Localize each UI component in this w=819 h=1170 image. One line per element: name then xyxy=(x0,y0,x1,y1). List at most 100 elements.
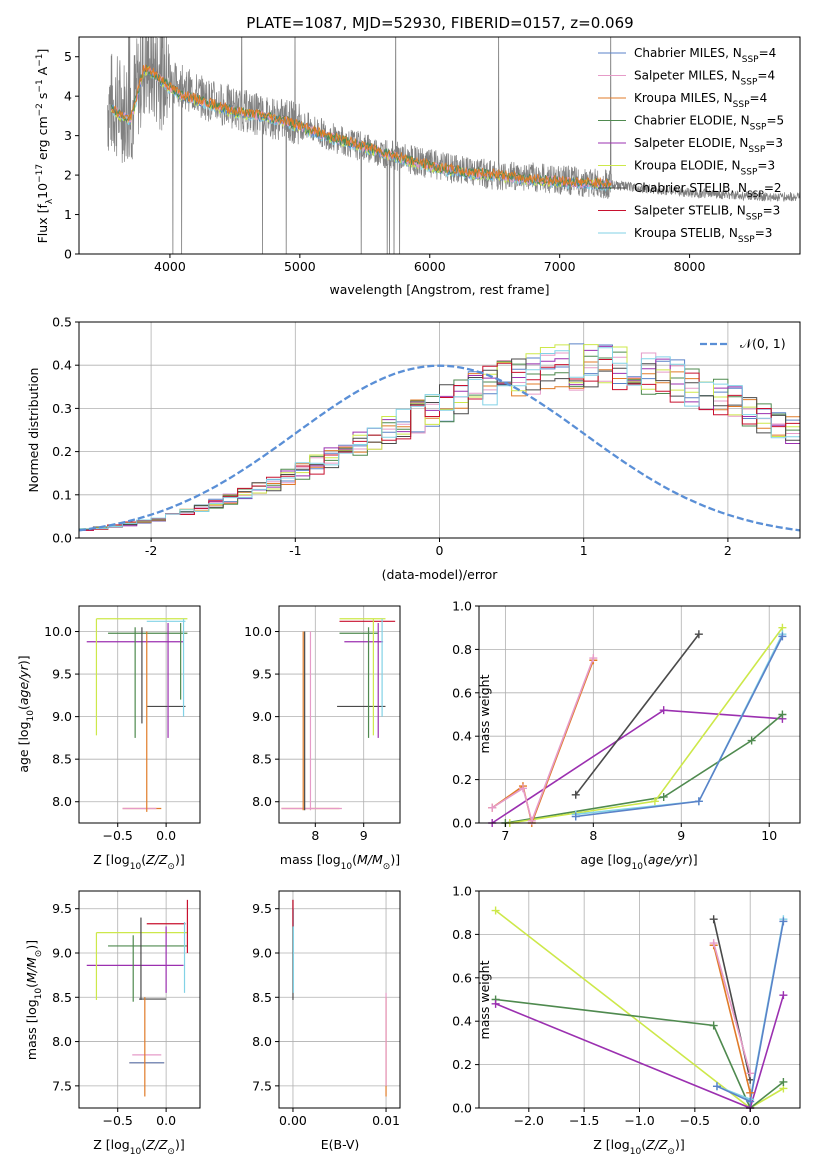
y-axis-label: Normed distribution xyxy=(26,368,41,493)
x-tick-label: 10 xyxy=(761,828,777,843)
massweight_vs_Z-axes xyxy=(479,890,800,1109)
y-tick-label: 0.4 xyxy=(52,358,72,373)
gaussian-curve xyxy=(79,364,800,532)
y-axis-label: mass weight xyxy=(477,960,492,1039)
marker xyxy=(779,1077,788,1086)
y-tick-label: 10.0 xyxy=(44,624,72,639)
x-axis-label: Z [log10(Z/Z⊙)] xyxy=(93,852,184,872)
mass_vs_Z-plot xyxy=(86,899,189,1097)
marker xyxy=(779,991,788,1000)
x-tick-label: 2 xyxy=(724,543,732,558)
marker xyxy=(518,784,527,793)
x-tick-label: 6000 xyxy=(414,259,446,274)
marker xyxy=(709,915,718,924)
x-axis-label: (data-model)/error xyxy=(382,567,499,582)
marker xyxy=(747,736,756,745)
x-tick-label: 0.0 xyxy=(156,828,176,843)
mass_vs_Z-frame xyxy=(78,890,201,1109)
mass_vs_ebv-axes xyxy=(279,891,400,1108)
marker xyxy=(659,792,668,801)
marker xyxy=(712,1082,721,1091)
x-axis-label: mass [log10(M/M⊙)] xyxy=(280,852,400,872)
legend-item: Kroupa ELODIE, NSSP=3 xyxy=(634,159,775,178)
x-tick-label: 8 xyxy=(589,828,597,843)
x-axis-label: wavelength [Angstrom, rest frame] xyxy=(329,282,549,297)
marker xyxy=(746,1097,755,1106)
x-tick-label: 1 xyxy=(580,543,588,558)
x-tick-label: -2 xyxy=(145,543,157,558)
marker xyxy=(779,917,788,926)
y-tick-label: 8.5 xyxy=(252,752,272,767)
marker xyxy=(488,803,497,812)
y-tick-label: 8.0 xyxy=(52,794,72,809)
marker xyxy=(659,706,668,715)
y-tick-label: 0.2 xyxy=(452,1057,472,1072)
y-tick-label: 0 xyxy=(64,247,72,262)
y-tick-label: 8.5 xyxy=(252,990,272,1005)
legend-item: Kroupa MILES, NSSP=4 xyxy=(634,91,767,110)
y-tick-label: 0.0 xyxy=(452,1101,472,1116)
x-tick-label: −1.0 xyxy=(624,1113,654,1128)
y-tick-label: 8.0 xyxy=(252,1034,272,1049)
marker xyxy=(746,1088,755,1097)
y-tick-label: 1.0 xyxy=(452,599,472,614)
x-tick-label: 9 xyxy=(360,828,368,843)
marker xyxy=(491,999,500,1008)
massweight_vs_age-plot xyxy=(488,623,787,827)
y-tick-label: 2 xyxy=(64,168,72,183)
legend-item: Salpeter ELODIE, NSSP=3 xyxy=(634,136,783,155)
y-tick-label: 10.0 xyxy=(244,624,272,639)
y-tick-label: 9.5 xyxy=(252,901,272,916)
x-axis-label: E(B-V) xyxy=(321,1137,360,1152)
x-tick-label: −0.5 xyxy=(103,828,133,843)
legend-item: Chabrier STELIB, NSSP=2 xyxy=(634,181,782,200)
marker xyxy=(491,906,500,915)
marker xyxy=(746,1069,755,1078)
figure-title: PLATE=1087, MJD=52930, FIBERID=0157, z=0… xyxy=(246,14,633,32)
massweight_vs_age-frame xyxy=(478,605,801,824)
marker xyxy=(778,710,787,719)
x-tick-label: −0.5 xyxy=(680,1113,710,1128)
mass_vs_ebv-plot xyxy=(292,899,387,1097)
x-tick-label: 5000 xyxy=(284,259,316,274)
marker xyxy=(694,797,703,806)
y-axis-label: mass weight xyxy=(477,674,492,753)
age_vs_mass-plot xyxy=(281,618,396,811)
y-tick-label: 0.0 xyxy=(452,816,472,831)
marker xyxy=(571,790,580,799)
x-tick-label: 8000 xyxy=(674,259,706,274)
y-tick-label: 0.2 xyxy=(52,444,72,459)
histogram-plot xyxy=(79,343,800,532)
x-tick-label: 7000 xyxy=(544,259,576,274)
age_vs_Z-frame xyxy=(78,605,201,824)
y-tick-label: 9.5 xyxy=(52,901,72,916)
massweight_vs_age-axes xyxy=(479,605,800,824)
x-tick-label: 0.01 xyxy=(372,1113,400,1128)
marker xyxy=(778,632,787,641)
x-tick-label: −2.0 xyxy=(514,1113,544,1128)
y-tick-label: 5 xyxy=(64,49,72,64)
histogram-kroupa_stelib xyxy=(79,347,800,530)
series-chabrier_elodie xyxy=(505,713,783,824)
y-tick-label: 0.4 xyxy=(452,1014,472,1029)
series-chabrier_miles xyxy=(575,636,784,818)
y-tick-label: 3 xyxy=(64,128,72,143)
y-axis-label: mass [log10(M/M⊙)] xyxy=(24,940,44,1060)
y-tick-label: 8.0 xyxy=(52,1034,72,1049)
series-kroupa_miles xyxy=(712,945,751,1093)
mass_vs_ebv-frame xyxy=(278,890,401,1109)
series-salpeter_elodie xyxy=(491,709,783,824)
x-tick-label: 9 xyxy=(677,828,685,843)
y-tick-label: 0.8 xyxy=(452,642,472,657)
y-tick-label: 9.5 xyxy=(52,667,72,682)
legend-item: Chabrier ELODIE, NSSP=5 xyxy=(634,114,784,133)
x-tick-label: 0 xyxy=(436,543,444,558)
y-tick-label: 1 xyxy=(64,207,72,222)
residuals-axes xyxy=(79,321,800,539)
y-tick-label: 9.5 xyxy=(252,667,272,682)
legend-item: Salpeter MILES, NSSP=4 xyxy=(634,69,775,88)
x-axis-label: Z [log10(Z/Z⊙)] xyxy=(593,1137,684,1157)
series-salpeter_miles xyxy=(712,942,751,1074)
x-axis-label: age [log10(age/yr)] xyxy=(580,852,697,872)
series-chabrier_stelib xyxy=(575,633,700,796)
